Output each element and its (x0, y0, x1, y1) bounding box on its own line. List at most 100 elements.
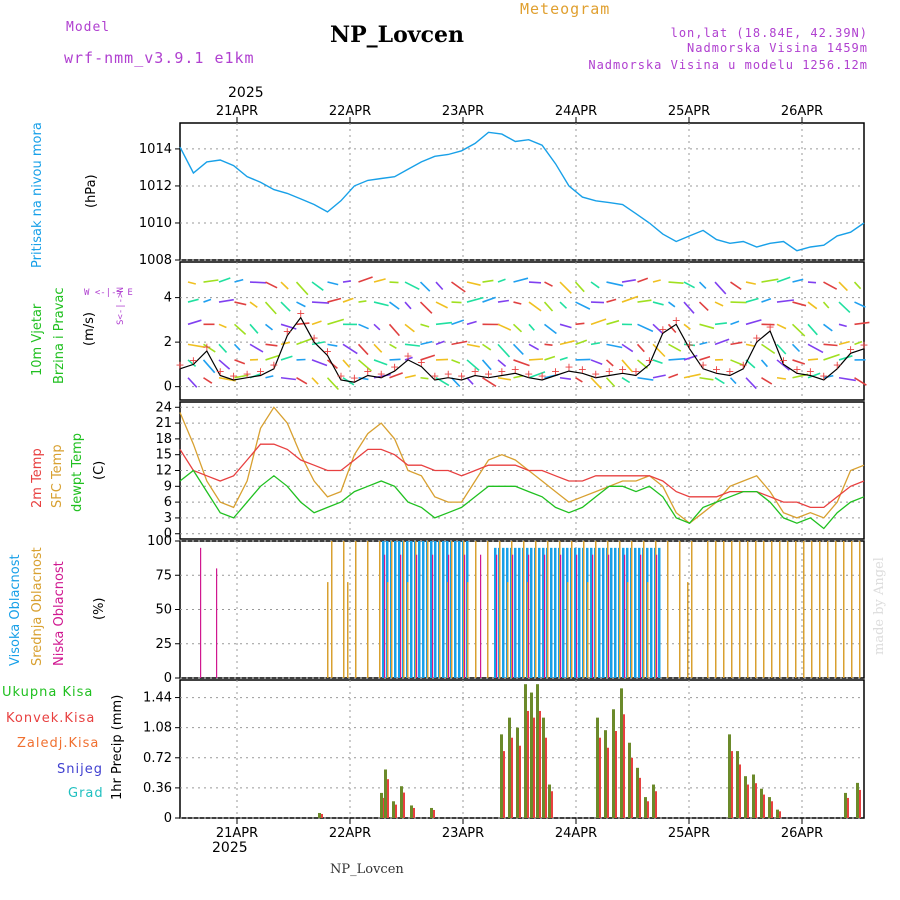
cloud-bar-mid (347, 582, 349, 678)
cloud-bar-high (514, 547, 517, 678)
wind-arrow (404, 356, 413, 361)
wind-arrow (575, 322, 585, 326)
wind-arrow (187, 343, 205, 348)
wind-arrow (420, 340, 433, 346)
wind-gust-marker: + (779, 354, 788, 367)
precip-bar-conv (639, 777, 641, 818)
cloud-bar-high (542, 547, 545, 678)
model-label: Model (66, 20, 111, 35)
wind-arrow (435, 321, 452, 326)
wind-arrow (792, 278, 804, 283)
wind-arrow (637, 376, 654, 381)
precip-bar-total (844, 792, 847, 818)
cloud-bar-mid (755, 541, 757, 678)
wind-arrow (590, 342, 601, 346)
wind-gust-marker: + (323, 345, 332, 358)
cloud-bar-mid (523, 541, 525, 678)
wind-gust-marker: + (296, 307, 305, 320)
cloud-bar-mid (859, 541, 861, 678)
precip-bar-total (856, 782, 859, 818)
precip-bar-total (744, 776, 747, 818)
wind-arrow (419, 301, 433, 314)
wind-gust-marker: + (403, 349, 412, 362)
ytick-label-temp-5: 15 (155, 448, 172, 463)
wind-arrow (823, 323, 833, 332)
wind-arrow (854, 301, 866, 308)
cloud-bar-low (216, 568, 218, 678)
ytick-label-temp-2: 6 (164, 495, 172, 510)
wind-arrow (574, 281, 585, 293)
wind-arrow (404, 281, 420, 291)
cloud-bar-mid (387, 582, 389, 678)
ytick-label-cloud-1: 25 (155, 637, 172, 652)
precip-legend-total: Ukupna Kisa (2, 685, 94, 700)
wind-arrow (187, 377, 198, 388)
wind-arrow (698, 281, 707, 289)
wind-arrow (295, 281, 309, 296)
wind-arrow (575, 301, 591, 310)
precip-legend-hail: Grad (68, 786, 104, 801)
cloud-bar-high (650, 547, 653, 678)
wind-arrow (652, 359, 663, 364)
cloud-bar-mid (475, 541, 477, 678)
cloud-bar-high (410, 541, 413, 678)
wind-arrow (528, 371, 546, 379)
day-label-top-4: 25APR (668, 104, 710, 119)
day-label-bottom-5: 26APR (781, 826, 823, 841)
cloud-bar-mid (327, 582, 329, 678)
wind-arrow (637, 299, 652, 303)
day-label-bottom-0: 21APR (216, 826, 258, 841)
wind-arrow (528, 358, 544, 361)
cloud-bar-mid (827, 541, 829, 678)
precip-bar-conv (403, 792, 405, 818)
precip-bar-conv (395, 804, 397, 818)
wind-arrow (544, 323, 557, 335)
cloud-bar-mid (691, 541, 693, 678)
precip-bar-total (548, 784, 551, 818)
wind-arrow (761, 278, 779, 283)
wind-arrow (807, 343, 824, 354)
wind-arrow (668, 343, 682, 352)
location-coords: lon,lat (18.84E, 42.39N) (670, 26, 868, 40)
wind-gust-marker: + (712, 363, 721, 376)
wind-arrow (714, 322, 727, 326)
wind-arrow (513, 359, 530, 367)
wind-arrow (838, 376, 856, 382)
wind-gust-marker: + (578, 363, 587, 376)
wind-arrow (358, 376, 369, 381)
wind-arrow (249, 281, 267, 284)
ytick-label-cloud-3: 75 (155, 568, 172, 583)
wind-arrow (621, 295, 639, 303)
wind-arrow (203, 377, 213, 384)
wind-arrow (761, 377, 773, 385)
wind-arrow (265, 343, 278, 347)
wind-arrow (419, 281, 431, 292)
wind-arrow (327, 318, 345, 326)
wind-arrow (822, 301, 830, 309)
cloud-bar-low (512, 554, 514, 678)
wind-arrow (791, 323, 806, 337)
cloud-bar-mid (447, 582, 449, 678)
ytick-label-precip-3: 1.08 (143, 721, 172, 736)
wind-arrow (683, 373, 701, 379)
precip-bar-total (760, 788, 763, 818)
wind-arrow (699, 323, 715, 330)
wind-arrow (327, 297, 342, 303)
cloud-bar-mid (587, 582, 589, 678)
wind-arrow (745, 297, 759, 303)
wind-arrow (668, 301, 676, 308)
wind-gust-marker: + (350, 372, 359, 385)
wind-arrow (838, 301, 851, 313)
cloud-bar-mid (535, 541, 537, 678)
wind-arrow (482, 279, 494, 283)
wind-arrow (218, 343, 228, 353)
cloud-bar-low (400, 554, 402, 678)
wind-gust-marker: + (430, 370, 439, 383)
wind-gust-marker: + (457, 370, 466, 383)
precip-bar-conv (503, 751, 505, 818)
wind-arrow (466, 320, 477, 326)
footer-station: NP_Lovcen (330, 862, 404, 877)
wind-arrow (776, 276, 791, 283)
wind-arrow (792, 301, 807, 307)
wind-arrow (544, 355, 556, 361)
